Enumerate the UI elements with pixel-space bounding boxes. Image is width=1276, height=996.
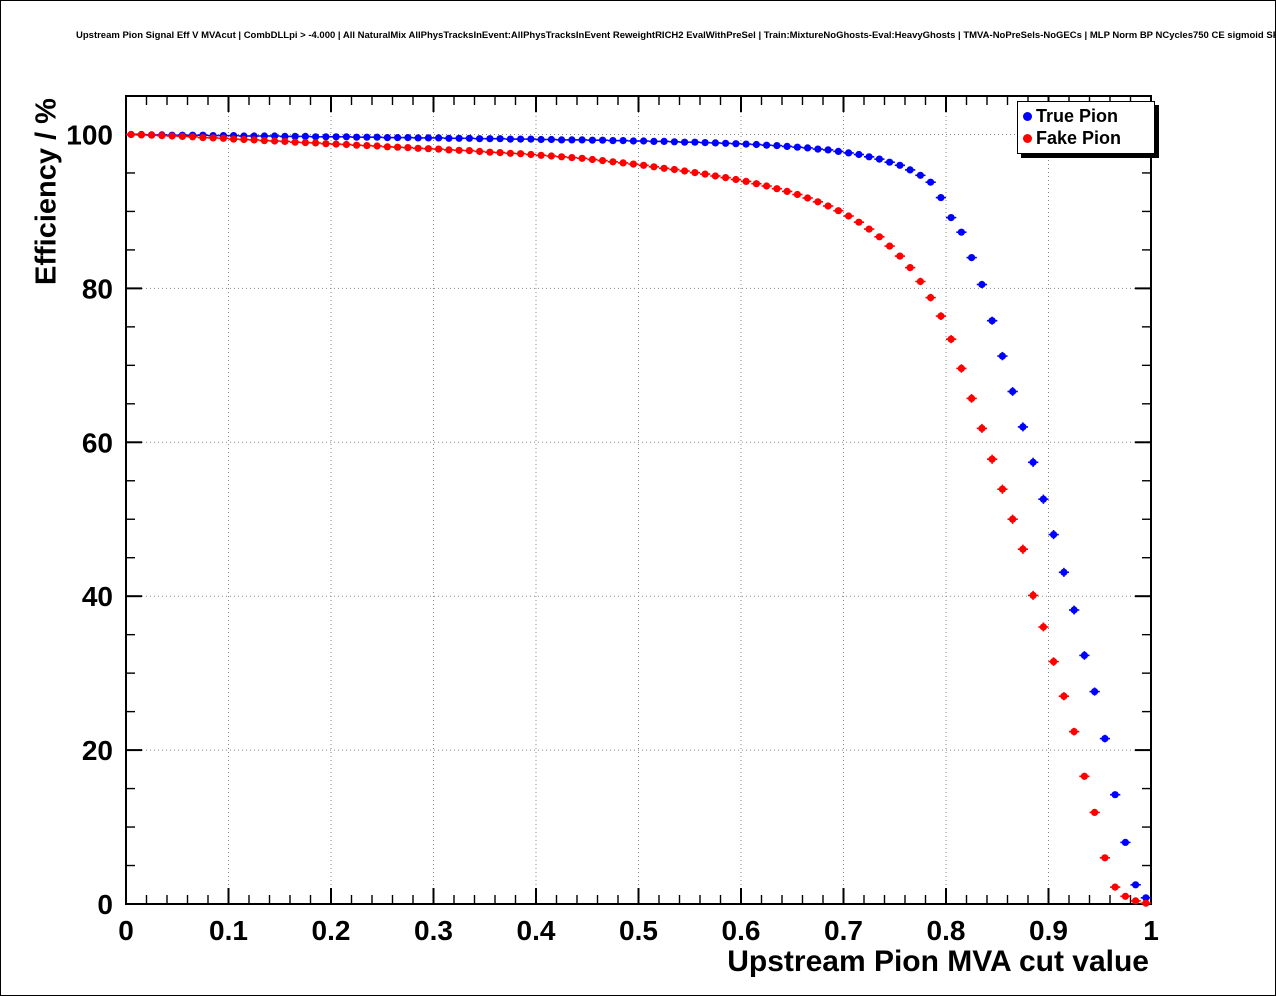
fake-pion-marker-icon (1023, 133, 1032, 143)
svg-text:20: 20 (82, 735, 113, 766)
legend-box: True Pion Fake Pion (1017, 101, 1155, 154)
legend-label-true-pion: True Pion (1036, 105, 1119, 126)
legend-entry-true-pion: True Pion (1018, 105, 1154, 127)
svg-text:0.4: 0.4 (517, 915, 556, 946)
svg-text:0.9: 0.9 (1029, 915, 1068, 946)
legend-entry-fake-pion: Fake Pion (1018, 127, 1154, 149)
svg-text:0.2: 0.2 (312, 915, 351, 946)
svg-text:0.8: 0.8 (927, 915, 966, 946)
svg-text:0.3: 0.3 (414, 915, 453, 946)
svg-text:60: 60 (82, 427, 113, 458)
svg-text:0: 0 (118, 915, 134, 946)
svg-text:40: 40 (82, 581, 113, 612)
svg-text:80: 80 (82, 273, 113, 304)
svg-text:0.1: 0.1 (209, 915, 248, 946)
svg-text:0.6: 0.6 (722, 915, 761, 946)
x-axis-title: Upstream Pion MVA cut value (727, 945, 1149, 978)
svg-text:0.5: 0.5 (619, 915, 658, 946)
true-pion-marker-icon (1023, 111, 1032, 121)
svg-text:0: 0 (97, 889, 113, 920)
svg-text:0.7: 0.7 (824, 915, 863, 946)
plot-title: Upstream Pion Signal Eff V MVAcut | Comb… (76, 30, 1276, 41)
svg-text:1: 1 (1143, 915, 1159, 946)
y-axis-title: Efficiency / % (30, 98, 63, 285)
svg-text:100: 100 (66, 119, 113, 150)
legend-label-fake-pion: Fake Pion (1036, 127, 1122, 148)
